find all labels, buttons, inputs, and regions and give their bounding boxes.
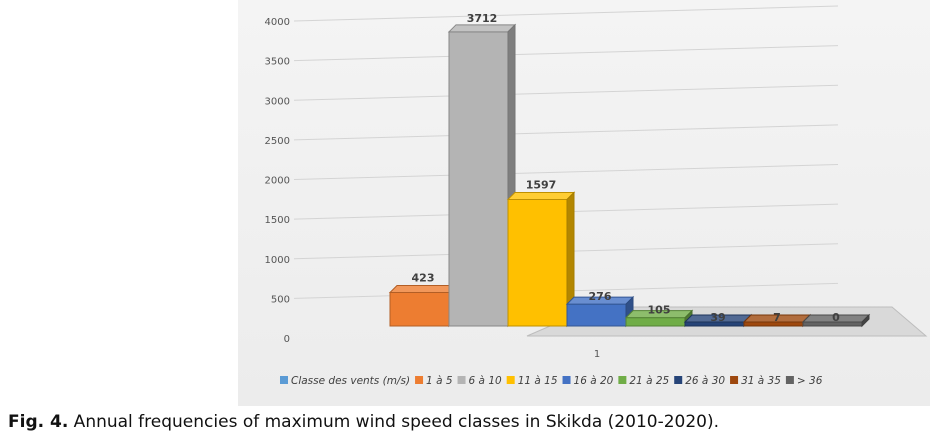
- legend-swatch: [562, 376, 571, 384]
- bar: [389, 291, 450, 327]
- y-tick-label: 500: [271, 294, 290, 305]
- y-tick-label: 4000: [265, 17, 290, 28]
- bar: [507, 198, 568, 327]
- data-label: 423: [412, 271, 435, 284]
- legend-label: 26 à 30: [685, 375, 725, 387]
- legend-swatch: [785, 376, 794, 384]
- data-label: 7: [773, 311, 781, 324]
- y-tick-label: 2500: [265, 136, 290, 147]
- figure-caption-text: Annual frequencies of maximum wind speed…: [68, 412, 720, 432]
- bar-top-face: [447, 24, 517, 33]
- legend-swatch: [457, 376, 466, 384]
- legend-label: 21 à 25: [629, 375, 669, 387]
- bar-top-face: [388, 284, 458, 293]
- legend-swatch: [618, 376, 627, 384]
- data-label: 3712: [467, 12, 498, 25]
- y-tick-label: 1000: [265, 255, 290, 266]
- bar: [448, 31, 509, 327]
- gridline: [293, 164, 839, 180]
- legend-swatch: [415, 376, 424, 384]
- bar-side-face: [861, 313, 870, 328]
- bar: [625, 317, 686, 327]
- figure-label: Fig. 4.: [8, 412, 69, 432]
- legend-label: > 36: [797, 375, 823, 387]
- gridline: [293, 45, 839, 62]
- gridline: [293, 124, 839, 141]
- bar-chart: 0 500 1000 1500 2000 2500 3000 3500 4000 423 3712 1…: [265, 5, 928, 387]
- gridline: [293, 84, 839, 101]
- gridline: [293, 5, 839, 22]
- legend-swatch: [730, 376, 739, 384]
- y-tick-label: 1500: [265, 215, 290, 226]
- legend-label: Classe des vents (m/s): [291, 375, 410, 387]
- legend-label: 11 à 15: [518, 375, 558, 387]
- legend-swatch: [280, 376, 288, 384]
- y-tick-label: 2000: [265, 176, 290, 187]
- legend-label: 16 à 20: [574, 375, 614, 387]
- data-label: 105: [648, 304, 671, 317]
- data-label: 1597: [526, 178, 557, 191]
- data-label: 39: [710, 311, 725, 324]
- data-label: 276: [589, 290, 612, 303]
- y-tick-label: 0: [284, 334, 290, 345]
- data-label: 0: [832, 311, 840, 324]
- legend-label: 1 à 5: [426, 375, 453, 387]
- figure-caption: Fig. 4. Annual frequencies of maximum wi…: [8, 412, 719, 432]
- legend-swatch: [506, 376, 515, 384]
- y-tick-label: 3000: [265, 96, 290, 107]
- legend-label: 6 à 10: [469, 375, 502, 387]
- x-tick-label: 1: [594, 349, 600, 360]
- bar: [566, 303, 627, 327]
- y-tick-label: 3500: [265, 57, 290, 68]
- chart-area: 0 500 1000 1500 2000 2500 3000 3500 4000 423 3712 1…: [238, 0, 930, 406]
- legend-label: 31 à 35: [741, 375, 781, 387]
- bar-top-face: [506, 191, 576, 200]
- legend-swatch: [674, 376, 683, 384]
